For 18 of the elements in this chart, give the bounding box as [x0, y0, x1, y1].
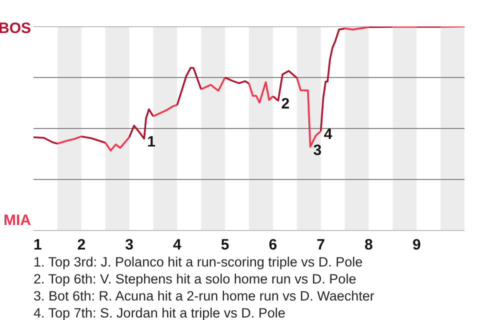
text: 4. Top 7th: S. Jordan hit a triple vs D. Pole — [34, 306, 286, 320]
annotation: 1 — [147, 134, 156, 151]
text: 2. Top 6th: V. Stephens hit a solo home run vs D. Pole — [34, 272, 356, 286]
x-tick-label: 3 — [125, 236, 134, 254]
text: 1. Top 3rd: J. Polanco hit a run-scoring triple vs D. Pole — [34, 254, 363, 270]
text: MIA — [4, 211, 31, 231]
x-tick-label: 7 — [316, 236, 326, 254]
annotation: 4 — [324, 126, 333, 144]
x-tick-label: 9 — [412, 236, 421, 254]
x-tick-label: 4 — [172, 236, 182, 254]
annotation: 3 — [313, 142, 322, 159]
x-tick-label: 1 — [34, 236, 42, 254]
annotation: 2 — [281, 96, 290, 113]
x-tick-label: 6 — [268, 236, 278, 254]
x-tick-label: 2 — [77, 236, 86, 254]
x-tick-label: 8 — [364, 236, 373, 254]
x-tick-label: 5 — [220, 236, 230, 254]
text: 3. Bot 6th: R. Acuna hit a 2-run home run vs D. Waechter — [34, 288, 375, 304]
